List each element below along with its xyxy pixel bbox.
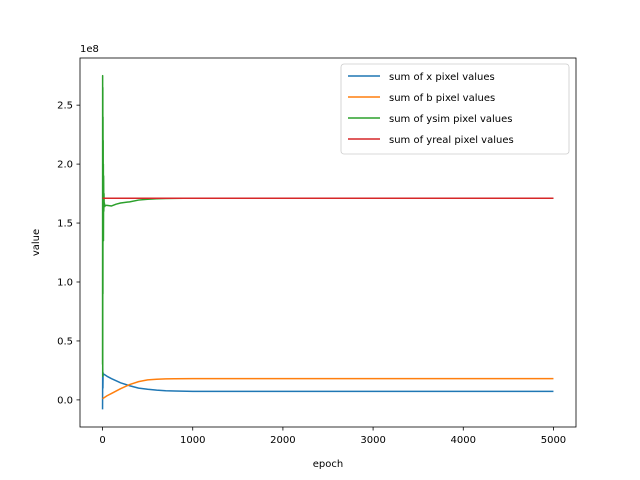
y-tick-label: 1.5 [57,219,73,230]
y-axis-label: value [31,229,42,256]
legend-label: sum of b pixel values [389,93,495,104]
y-offset-label: 1e8 [80,44,99,55]
legend-label: sum of ysim pixel values [389,114,512,125]
x-tick-label: 2000 [270,435,295,446]
x-axis: 0 1000 2000 3000 4000 5000 [99,427,566,446]
series-line-2 [102,377,554,400]
series-line-1 [101,363,554,410]
y-tick-label: 0.5 [57,336,73,347]
x-axis-label: epoch [313,459,343,470]
legend-box [340,63,570,155]
plot-lines [101,74,554,410]
y-tick-label: 2.0 [57,160,73,171]
y-axis: 0.0 0.5 1.0 1.5 2.0 2.5 [57,101,80,406]
x-tick-label: 0 [99,435,105,446]
y-tick-label: 0.0 [57,395,73,406]
y-tick-label: 2.5 [57,101,73,112]
legend-label: sum of x pixel values [389,72,495,83]
y-tick-label: 1.0 [57,277,73,288]
x-tick-label: 5000 [541,435,566,446]
x-tick-label: 1000 [180,435,205,446]
x-tick-label: 3000 [360,435,385,446]
legend-label: sum of yreal pixel values [389,135,514,146]
plot-frame [79,57,577,428]
legend: sum of x pixel values sum of b pixel valu… [340,63,570,155]
x-tick-label: 4000 [451,435,476,446]
